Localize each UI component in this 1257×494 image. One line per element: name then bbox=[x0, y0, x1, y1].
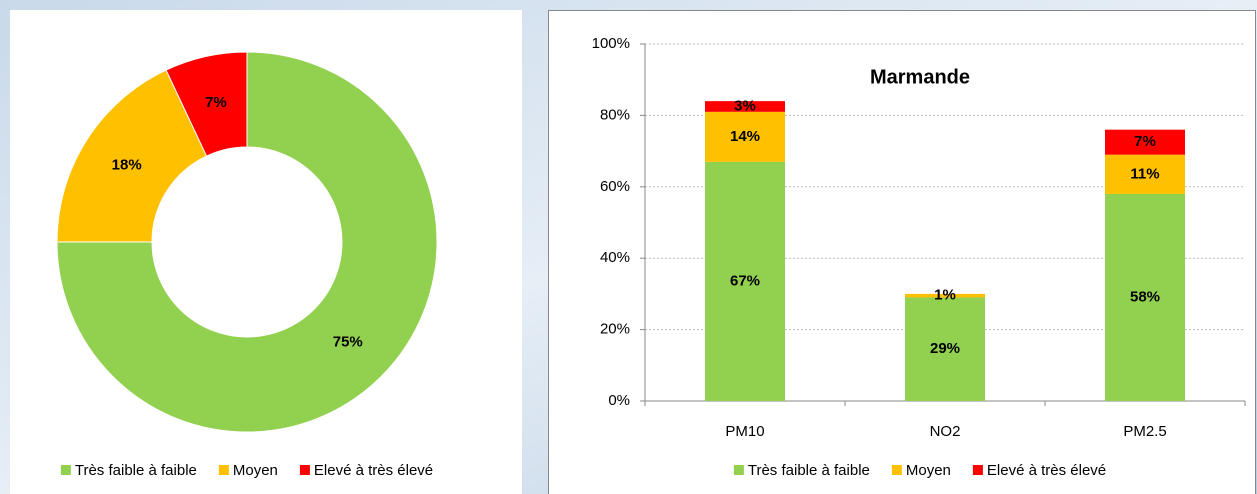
legend-label: Elevé à très élevé bbox=[987, 462, 1106, 479]
legend-label: Très faible à faible bbox=[748, 462, 870, 479]
y-tick-label: 0% bbox=[608, 392, 630, 409]
bar-segment bbox=[705, 101, 785, 112]
y-tick-label: 40% bbox=[600, 249, 630, 266]
donut-segment bbox=[56, 51, 438, 433]
legend-swatch bbox=[733, 465, 744, 475]
y-tick-label: 100% bbox=[592, 35, 630, 52]
bar-segment bbox=[1105, 154, 1185, 194]
legend-swatch bbox=[218, 465, 229, 475]
data-label: 1% bbox=[934, 287, 956, 304]
x-tick-label: NO2 bbox=[930, 423, 961, 440]
data-label: 14% bbox=[730, 128, 760, 145]
legend-swatch bbox=[972, 465, 983, 475]
legend-swatch bbox=[60, 465, 71, 475]
legend-label: Moyen bbox=[233, 462, 278, 479]
donut-segment bbox=[56, 69, 208, 243]
y-tick-label: 20% bbox=[600, 321, 630, 338]
bar-segment bbox=[705, 111, 785, 162]
bar-segment bbox=[905, 297, 985, 401]
data-label: 7% bbox=[1134, 133, 1156, 150]
data-label: 18% bbox=[112, 157, 142, 174]
y-tick-label: 80% bbox=[600, 106, 630, 123]
x-tick-label: PM2.5 bbox=[1123, 423, 1166, 440]
data-label: 7% bbox=[205, 94, 227, 111]
data-label: 67% bbox=[730, 272, 760, 289]
donut-segment bbox=[165, 51, 248, 157]
chart-title: Marmande bbox=[870, 66, 970, 88]
bar-segment bbox=[905, 293, 985, 298]
legend-label: Très faible à faible bbox=[75, 462, 197, 479]
bar-segment bbox=[1105, 129, 1185, 155]
data-label: 58% bbox=[1130, 288, 1160, 305]
bar-segment bbox=[1105, 193, 1185, 401]
data-label: 29% bbox=[930, 340, 960, 357]
bar-segment bbox=[705, 161, 785, 401]
legend-label: Elevé à très élevé bbox=[314, 462, 433, 479]
legend-swatch bbox=[299, 465, 310, 475]
data-label: 3% bbox=[734, 97, 756, 114]
data-label: 11% bbox=[1130, 165, 1159, 182]
legend-label: Moyen bbox=[906, 462, 951, 479]
data-label: 75% bbox=[333, 334, 363, 351]
y-tick-label: 60% bbox=[600, 178, 630, 195]
legend-swatch bbox=[891, 465, 902, 475]
x-tick-label: PM10 bbox=[725, 423, 764, 440]
